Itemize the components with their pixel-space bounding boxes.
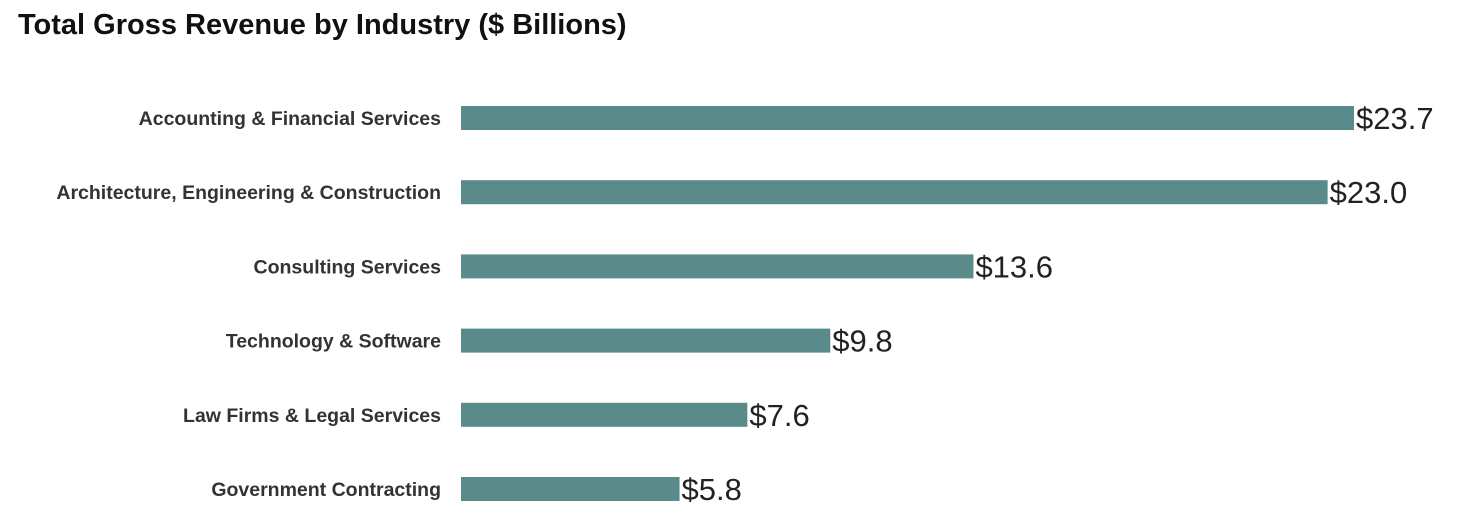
chart-title: Total Gross Revenue by Industry ($ Billi… — [18, 9, 627, 41]
value-label: $23.7 — [1356, 101, 1434, 136]
bar — [461, 254, 974, 279]
bar — [461, 180, 1328, 205]
category-label: Technology & Software — [226, 331, 441, 353]
bar-group: Government Contracting $5.8 — [211, 472, 742, 507]
bar — [461, 106, 1354, 130]
category-label: Consulting Services — [254, 256, 442, 278]
bar — [461, 402, 748, 427]
category-label: Law Firms & Legal Services — [183, 405, 441, 427]
category-label: Government Contracting — [211, 479, 441, 501]
bar-group: Architecture, Engineering & Construction… — [56, 175, 1407, 210]
value-label: $9.8 — [832, 324, 892, 359]
bar-group: Accounting & Financial Services $23.7 — [139, 101, 1434, 136]
bar — [461, 328, 831, 353]
category-label: Accounting & Financial Services — [139, 108, 441, 130]
bar-group: Law Firms & Legal Services $7.6 — [183, 398, 810, 433]
bar — [461, 477, 680, 501]
value-label: $7.6 — [749, 398, 809, 433]
category-label: Architecture, Engineering & Construction — [56, 182, 441, 204]
value-label: $13.6 — [975, 249, 1053, 284]
value-label: $23.0 — [1330, 175, 1408, 210]
bar-group: Technology & Software $9.8 — [226, 324, 893, 359]
bar-group: Consulting Services $13.6 — [254, 249, 1053, 284]
value-label: $5.8 — [682, 472, 742, 507]
